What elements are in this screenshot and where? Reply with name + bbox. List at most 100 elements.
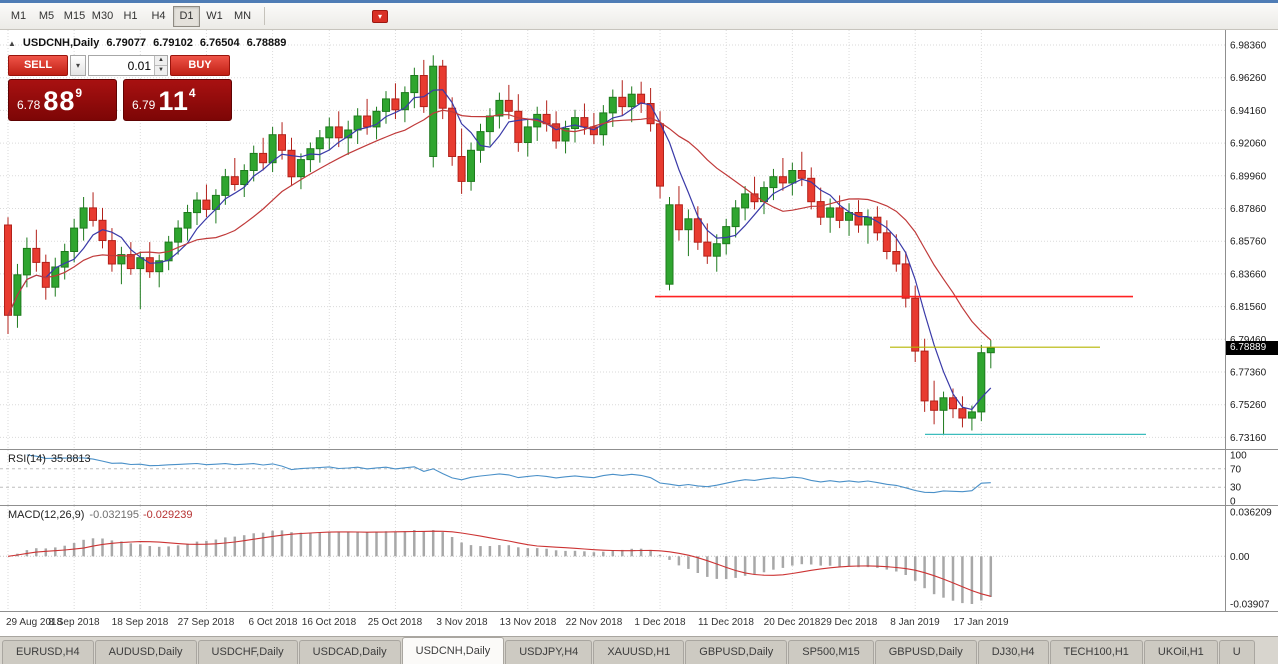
date-axis-label: 11 Dec 2018 — [698, 617, 754, 628]
date-axis-label: 3 Nov 2018 — [436, 617, 488, 628]
date-axis-label: 18 Sep 2018 — [111, 617, 169, 628]
price-axis-label: 6.96260 — [1230, 73, 1267, 84]
timeframe-button-h1[interactable]: H1 — [123, 9, 138, 22]
lot-increase-icon[interactable]: ▲ — [154, 56, 167, 65]
chart-tab-tech100-h1[interactable]: TECH100,H1 — [1049, 640, 1143, 664]
buy-price-sup: 4 — [188, 86, 196, 100]
price-axis-label: 6.79460 — [1230, 335, 1267, 346]
date-axis-label: 20 Dec 2018 — [763, 617, 821, 628]
chart-tab-usdjpy-h4[interactable]: USDJPY,H4 — [505, 640, 593, 664]
date-axis-label: 13 Nov 2018 — [499, 617, 557, 628]
chart-close-value: 6.78889 — [246, 37, 287, 49]
rsi-axis-label: 100 — [1230, 451, 1247, 462]
main-chart-panel: 6.98360 6.96260 6.94160 6.92060 6.89960 6.878… — [0, 30, 1278, 450]
sell-price-panel[interactable]: 6.78 88 9 — [8, 79, 117, 121]
current-price-tag: 6.78889 — [1226, 341, 1278, 355]
macd-histogram — [16, 530, 993, 604]
chart-tab-xauusd-h1[interactable]: XAUUSD,H1 — [593, 640, 685, 664]
price-axis-label: 6.98360 — [1230, 41, 1267, 52]
macd-main-value: -0.032195 — [89, 509, 139, 521]
ma-fast-line — [7, 89, 992, 411]
rsi-chart: 100 70 30 0 — [0, 450, 1278, 506]
timeframe-button-h4[interactable]: H4 — [151, 9, 166, 22]
macd-axis-label: 0.036209 — [1230, 508, 1272, 519]
lot-size-input[interactable] — [88, 55, 168, 76]
buy-button[interactable]: BUY — [170, 55, 230, 76]
chart-tab-ukoil-h1[interactable]: UKOil,H1 — [1143, 640, 1218, 664]
date-axis-label: 8 Jan 2019 — [890, 617, 940, 628]
chart-tab-usdcad-daily[interactable]: USDCAD,Daily — [298, 640, 401, 664]
timeframe-button-mn[interactable]: MN — [233, 9, 252, 22]
candles-layer — [4, 55, 995, 436]
macd-axis-label: -0.03907 — [1230, 600, 1270, 611]
rsi-name: RSI(14) — [8, 453, 46, 465]
chart-tab-sp500-m15[interactable]: SP500,M15 — [788, 640, 874, 664]
date-axis-label: 25 Oct 2018 — [367, 617, 423, 628]
timeframe-button-m1[interactable]: M1 — [10, 9, 27, 22]
macd-signal-line — [7, 530, 991, 597]
price-axis-label: 6.89960 — [1230, 171, 1267, 182]
lot-size-field: ▲ ▼ — [88, 55, 168, 76]
chart-tab-gbpusd-daily[interactable]: GBPUSD,Daily — [685, 640, 788, 664]
date-axis-label: 1 Dec 2018 — [634, 617, 686, 628]
toolbar-red-marker-icon[interactable]: ▾ — [372, 9, 388, 23]
price-axis-label: 6.81560 — [1230, 302, 1267, 313]
lot-spinner: ▲ ▼ — [154, 56, 167, 75]
macd-chart: 0.036209 0.00 -0.03907 — [0, 506, 1278, 612]
sell-button[interactable]: SELL — [8, 55, 68, 76]
macd-signal-value: -0.029239 — [142, 509, 193, 521]
chart-tab-eurusd-h4[interactable]: EURUSD,H4 — [2, 640, 94, 664]
window-title-edge — [0, 0, 1278, 3]
macd-axis-label: 0.00 — [1230, 552, 1250, 563]
timeframe-button-m30[interactable]: M30 — [91, 9, 114, 22]
buy-price-big: 11 — [158, 86, 189, 116]
sell-price-prefix: 6.78 — [17, 98, 41, 112]
chart-area: 6.98360 6.96260 6.94160 6.92060 6.89960 6.878… — [0, 30, 1278, 636]
sell-price-sup: 9 — [75, 86, 83, 100]
macd-name: MACD(12,26,9) — [8, 509, 85, 521]
rsi-value: 35.8813 — [50, 453, 91, 465]
chart-tab-audusd-daily[interactable]: AUDUSD,Daily — [94, 640, 197, 664]
buy-price-panel[interactable]: 6.79 11 4 — [123, 79, 232, 121]
price-axis-label: 6.85760 — [1230, 237, 1267, 248]
rsi-axis-label: 0 — [1230, 497, 1236, 507]
price-axis-label: 6.83660 — [1230, 269, 1267, 280]
price-axis-label: 6.75260 — [1230, 400, 1267, 411]
ma-slow-line — [7, 109, 992, 341]
buy-price-prefix: 6.79 — [132, 98, 156, 112]
chart-high-value: 6.79102 — [153, 37, 193, 49]
date-axis-label: 17 Jan 2019 — [953, 617, 1009, 628]
chart-tab-dj30-h4[interactable]: DJ30,H4 — [977, 640, 1049, 664]
chart-open-value: 6.79077 — [106, 37, 147, 49]
chart-tab-u[interactable]: U — [1218, 640, 1255, 664]
sell-price-big: 88 — [43, 86, 76, 116]
trade-settings-dropdown[interactable]: ▾ — [70, 55, 86, 76]
rsi-axis-label: 30 — [1230, 483, 1242, 494]
collapse-arrow-icon[interactable]: ▲ — [8, 38, 16, 48]
chart-tab-usdchf-daily[interactable]: USDCHF,Daily — [197, 640, 298, 664]
timeframe-button-group: M1 M5 M15 M30 H1 H4 D1 W1 MN — [5, 5, 257, 27]
price-axis-label: 6.92060 — [1230, 139, 1267, 150]
one-click-trading-panel: SELL ▾ ▲ ▼ BUY 6.78 88 9 — [8, 55, 232, 121]
timeframe-button-m15[interactable]: M15 — [63, 9, 86, 22]
chart-tab-gbpusd-daily[interactable]: GBPUSD,Daily — [874, 640, 977, 664]
lot-decrease-icon[interactable]: ▼ — [154, 65, 167, 75]
chart-low-value: 6.76504 — [199, 37, 240, 49]
timeframe-button-d1[interactable]: D1 — [173, 5, 200, 27]
chart-symbol-period: USDCNH,Daily — [22, 37, 100, 49]
price-axis-label: 6.77360 — [1230, 368, 1267, 379]
date-axis-label: 29 Dec 2018 — [820, 617, 878, 628]
rsi-line — [26, 454, 991, 494]
chart-tab-usdcnh-daily[interactable]: USDCNH,Daily — [401, 637, 505, 664]
date-axis-label: 22 Nov 2018 — [565, 617, 623, 628]
price-axis-label: 6.94160 — [1230, 106, 1267, 117]
candlestick-chart: 6.98360 6.96260 6.94160 6.92060 6.89960 6.878… — [0, 30, 1278, 450]
date-axis-label: 16 Oct 2018 — [301, 617, 357, 628]
date-axis: 29 Aug 2018 8 Sep 2018 18 Sep 2018 27 Sep 2… — [0, 612, 1278, 636]
date-axis-label: 29 Aug 2018 — [6, 617, 63, 628]
rsi-indicator-panel: 100 70 30 0 RSI(14) 35.8813 — [0, 450, 1278, 506]
timeframe-button-m5[interactable]: M5 — [38, 9, 55, 22]
date-axis-label: 8 Sep 2018 — [48, 617, 100, 628]
timeframe-button-w1[interactable]: W1 — [206, 9, 223, 22]
